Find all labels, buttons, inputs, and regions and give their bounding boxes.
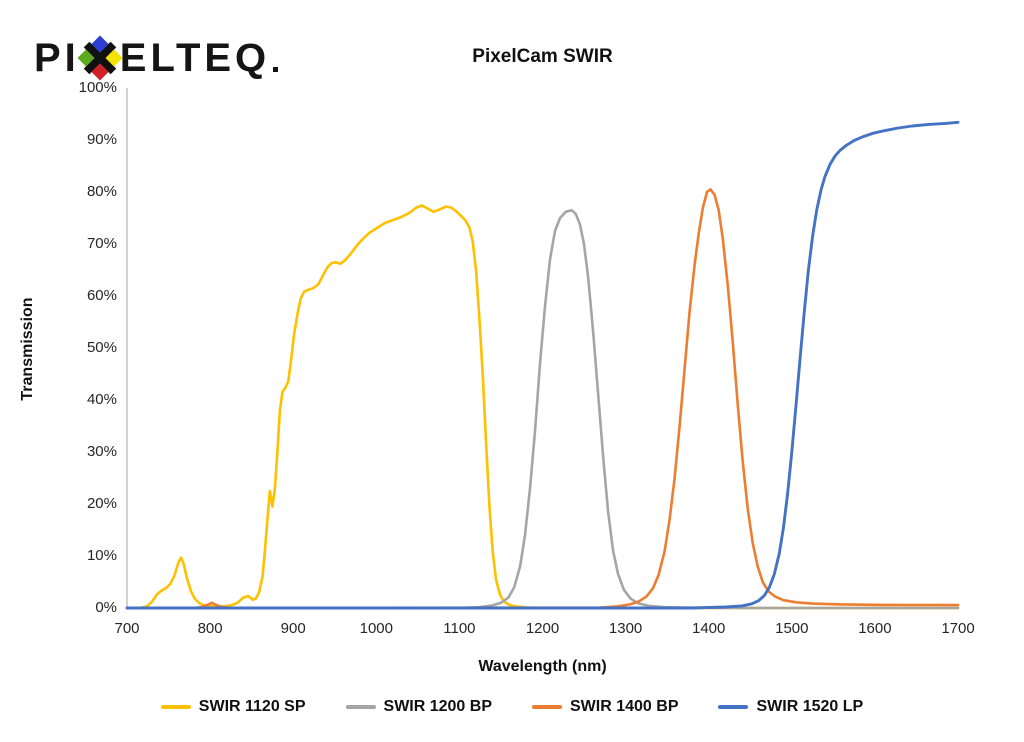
x-axis-title: Wavelength (nm) (478, 658, 607, 675)
y-tick-label: 50% (86, 339, 117, 356)
x-tick-label: 1500 (775, 620, 809, 637)
pixelteq-logo: PI ELTEQ (34, 35, 279, 81)
y-tick-label: 40% (86, 391, 117, 408)
legend-label: SWIR 1400 BP (570, 698, 679, 715)
logo-text-suffix: ELTEQ (119, 36, 271, 80)
y-tick-label: 10% (86, 547, 117, 564)
x-tick-label: 900 (280, 620, 306, 637)
legend-item-swir-1400-bp: SWIR 1400 BP (532, 698, 678, 716)
legend-swatch-icon (718, 705, 749, 709)
x-tick-label: 1000 (359, 620, 393, 637)
x-tick-label: 1400 (692, 620, 726, 637)
series-line-swir-1520-lp (125, 120, 960, 610)
legend-label: SWIR 1520 LP (756, 698, 864, 715)
legend-label: SWIR 1200 BP (383, 698, 492, 715)
series-line-swir-1200-bp (125, 208, 960, 610)
x-tick-label: 700 (114, 620, 140, 637)
legend-swatch-icon (345, 705, 376, 709)
x-tick-label: 1100 (443, 620, 476, 637)
y-tick-label: 100% (78, 79, 117, 96)
legend-item-swir-1200-bp: SWIR 1200 BP (345, 698, 492, 716)
x-tick-label: 800 (197, 620, 223, 637)
legend-swatch-icon (160, 705, 191, 709)
y-tick-label: 90% (86, 131, 117, 148)
x-tick-label: 1300 (608, 620, 643, 637)
legend-label: SWIR 1120 SP (198, 698, 306, 715)
y-tick-label: 20% (86, 495, 117, 512)
x-tick-label: 1200 (525, 620, 560, 637)
chart-title: PixelCam SWIR (472, 46, 613, 67)
logo-trademark-dot (273, 66, 279, 72)
legend-swatch-icon (532, 705, 562, 709)
legend-item-swir-1520-lp: SWIR 1520 LP (718, 698, 863, 716)
y-tick-label: 80% (86, 183, 117, 200)
series-line-swir-1120-sp (125, 204, 960, 610)
x-tick-label: 1700 (941, 620, 975, 637)
y-tick-label: 0% (95, 599, 117, 616)
chart-legend: SWIR 1120 SP SWIR 1200 BP SWIR 1400 BP SWIR… (0, 698, 1024, 716)
legend-item-swir-1120-sp: SWIR 1120 SP (160, 698, 306, 716)
y-tick-label: 30% (86, 443, 117, 460)
y-tick-label: 70% (86, 235, 117, 252)
x-tick-label: 1600 (858, 620, 892, 637)
y-tick-label: 60% (86, 287, 117, 304)
logo-text-prefix: PI (34, 36, 80, 80)
series-line-swir-1400-bp (125, 188, 960, 610)
